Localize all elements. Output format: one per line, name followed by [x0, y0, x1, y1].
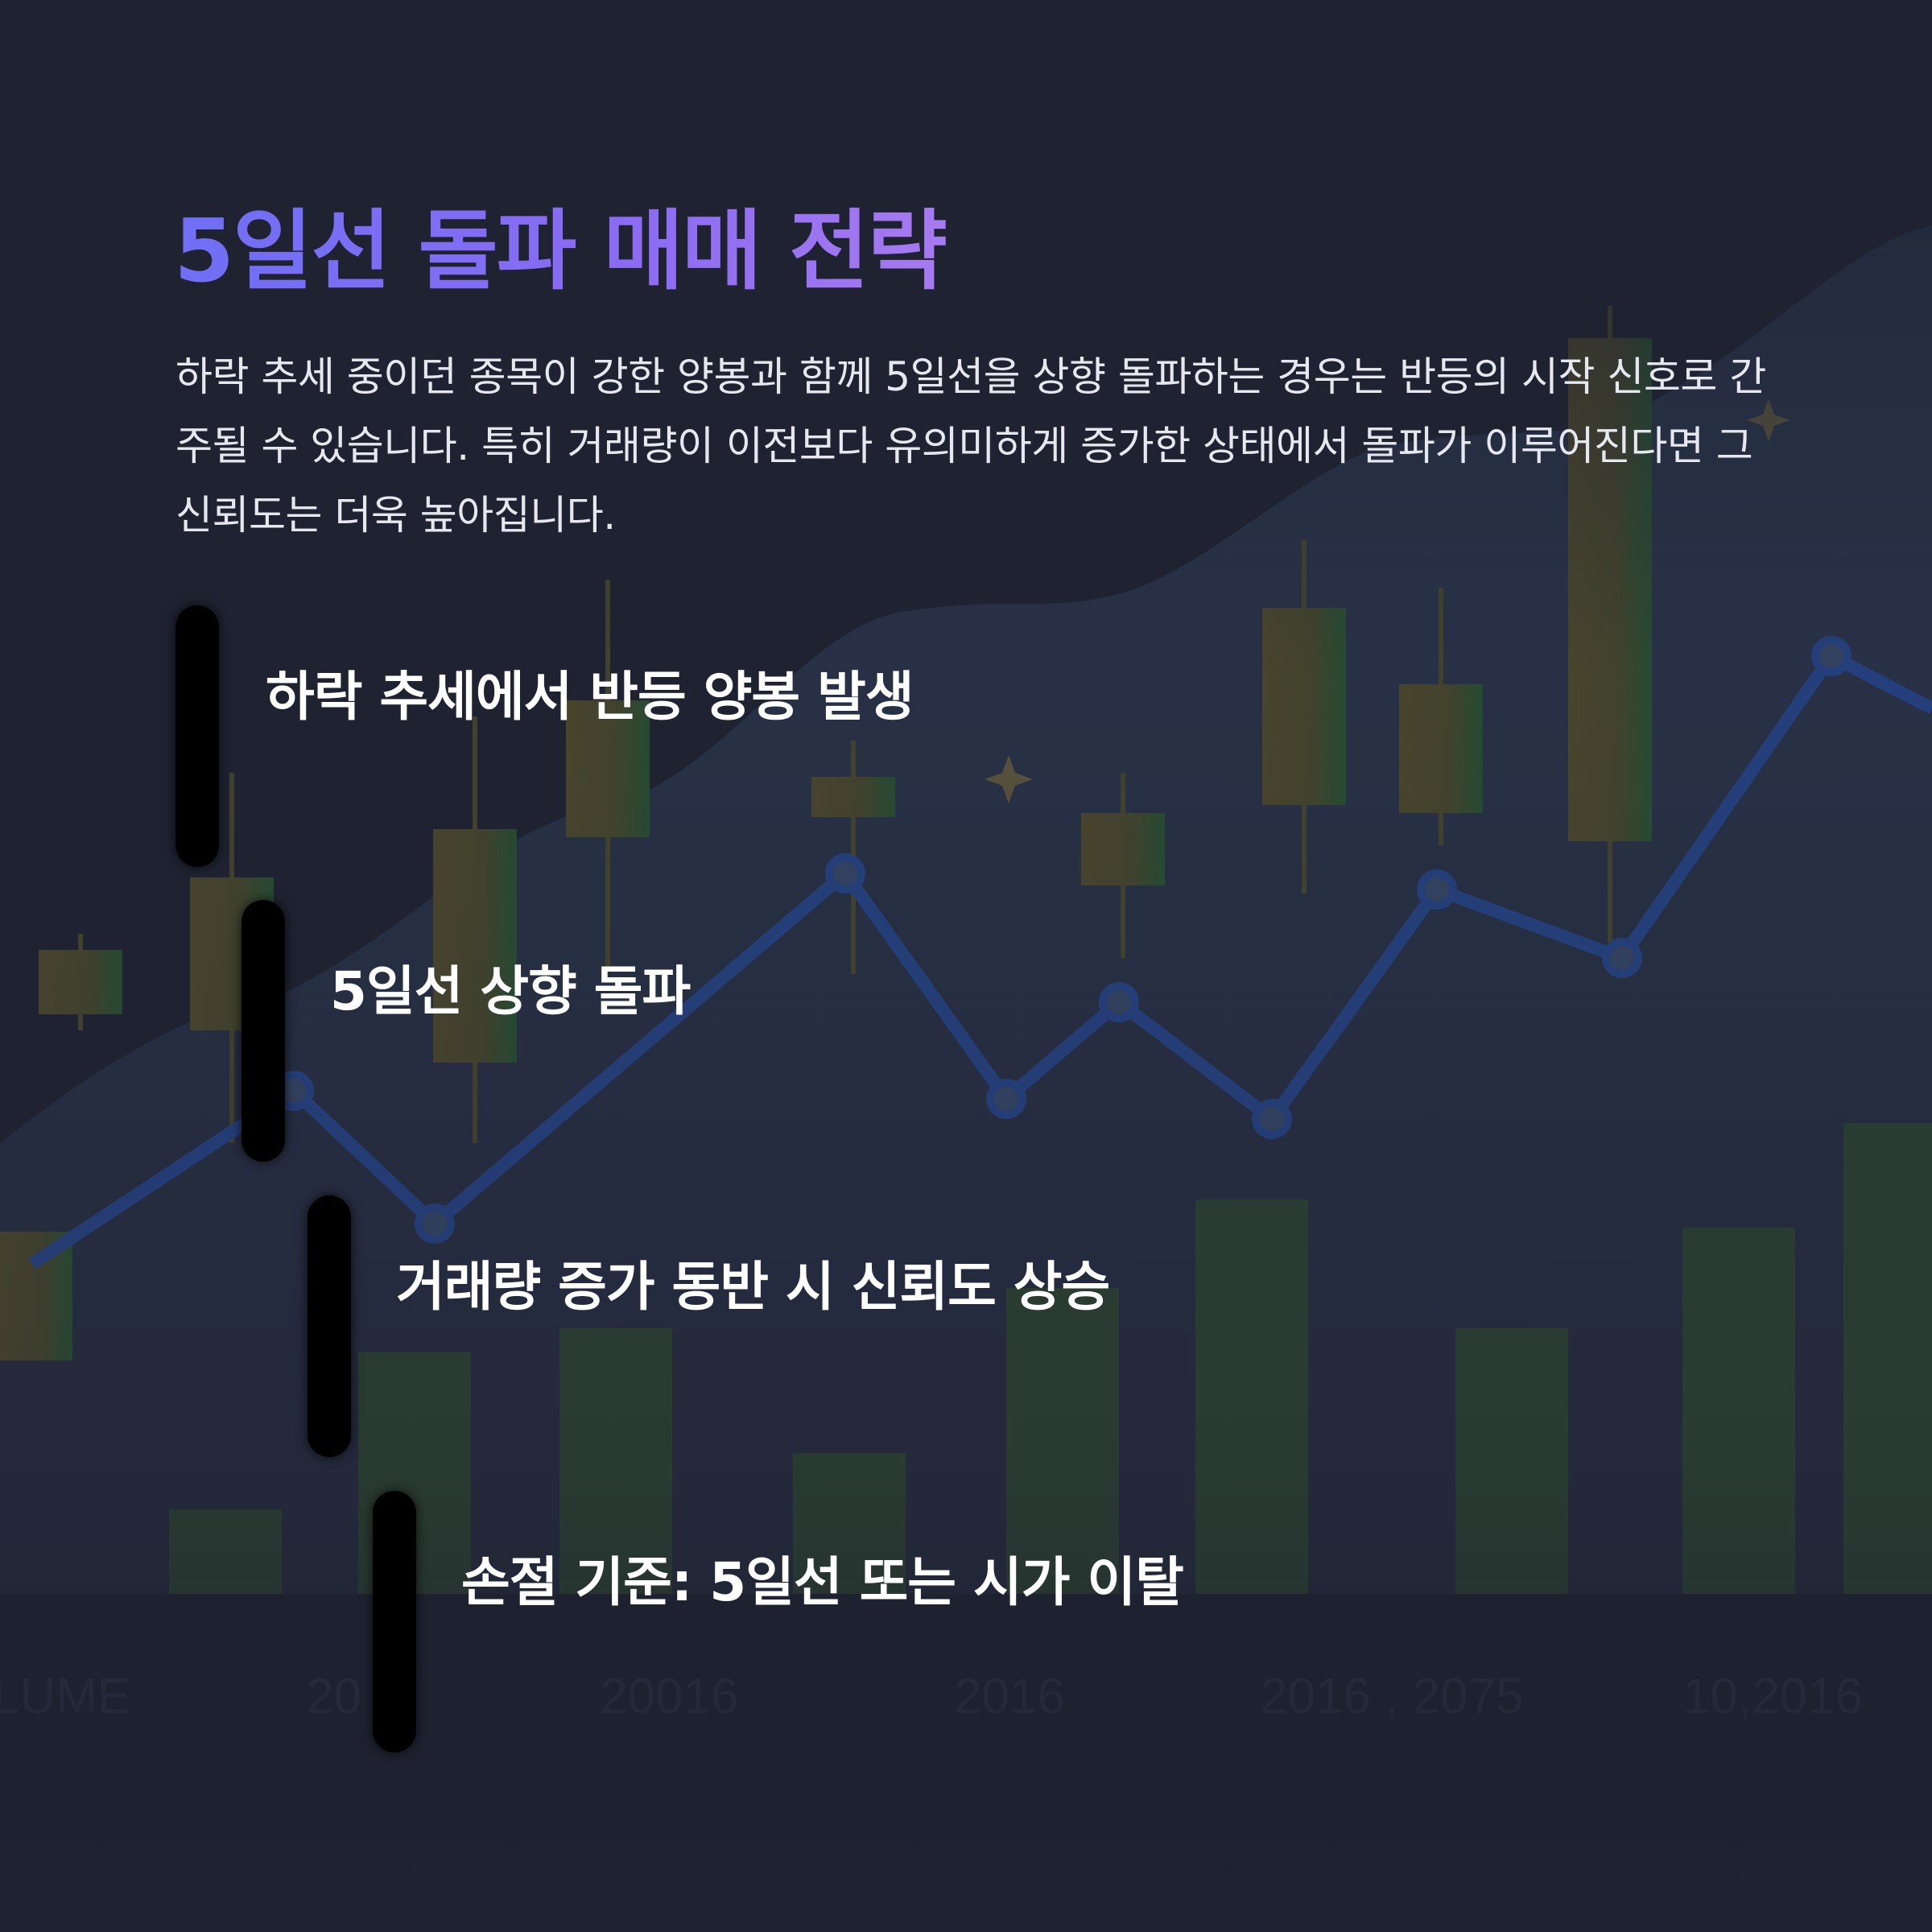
step-label: 손절 기준: 5일선 또는 시가 이탈 [461, 1551, 1184, 1613]
step-marker-bar [175, 605, 219, 867]
step-label: 거래량 증가 동반 시 신뢰도 상승 [396, 1256, 1110, 1318]
step-label: 하락 추세에서 반등 양봉 발생 [266, 666, 914, 728]
step-marker-bar [242, 900, 285, 1162]
page-description: 하락 추세 중이던 종목이 강한 양봉과 함께 5일선을 상향 돌파하는 경우는… [175, 353, 1766, 539]
step-label: 5일선 상향 돌파 [330, 960, 691, 1022]
page-title: 5일선 돌파 매매 전략 [174, 181, 947, 307]
step-marker-bar [373, 1491, 416, 1752]
step-marker-bar [308, 1195, 351, 1457]
